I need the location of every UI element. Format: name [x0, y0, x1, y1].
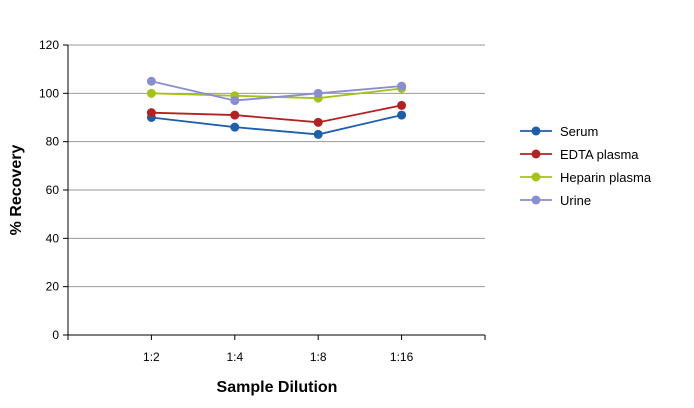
data-point-serum	[313, 129, 323, 139]
series-line-urine	[151, 80, 402, 102]
legend-marker	[531, 126, 541, 136]
legend-marker	[531, 149, 541, 159]
legend-label: Urine	[560, 193, 591, 208]
legend-marker	[531, 172, 541, 182]
data-point-urine	[397, 81, 407, 91]
x-tick-label: 1:8	[310, 350, 327, 364]
data-point-serum	[397, 110, 407, 120]
legend-label: Serum	[560, 124, 598, 139]
series-line-serum	[151, 114, 402, 136]
data-point-edta-plasma	[397, 100, 407, 110]
axes: 0 20 40 60 80 100 120 1:2 1:4 1:8 1:16	[39, 38, 486, 364]
y-axis-title: % Recovery	[8, 145, 25, 236]
data-point-edta-plasma	[313, 117, 323, 127]
legend-label: Heparin plasma	[560, 170, 652, 185]
legend: Serum EDTA plasma Heparin plasma Urine	[520, 124, 652, 208]
y-tick-label: 20	[46, 280, 60, 294]
data-point-urine	[146, 76, 156, 86]
legend-label: EDTA plasma	[560, 147, 639, 162]
data-point-urine	[230, 96, 240, 106]
data-point-heparin-plasma	[146, 88, 156, 98]
data-point-serum	[230, 122, 240, 132]
series-layer	[146, 76, 407, 139]
x-tick-label: 1:4	[226, 350, 243, 364]
y-tick-label: 60	[46, 183, 60, 197]
data-point-urine	[313, 88, 323, 98]
y-tick-label: 120	[39, 38, 59, 52]
data-point-edta-plasma	[146, 108, 156, 118]
y-tick-label: 0	[52, 328, 59, 342]
x-tick-label: 1:2	[143, 350, 160, 364]
y-tick-label: 100	[39, 86, 59, 100]
y-tick-label: 80	[46, 135, 60, 149]
y-tick-label: 40	[46, 231, 60, 245]
gridlines	[68, 44, 485, 288]
x-axis-title: Sample Dilution	[217, 379, 338, 396]
data-point-edta-plasma	[230, 110, 240, 120]
legend-marker	[531, 195, 541, 205]
x-tick-label: 1:16	[390, 350, 414, 364]
series-line-edta-plasma	[151, 104, 402, 124]
